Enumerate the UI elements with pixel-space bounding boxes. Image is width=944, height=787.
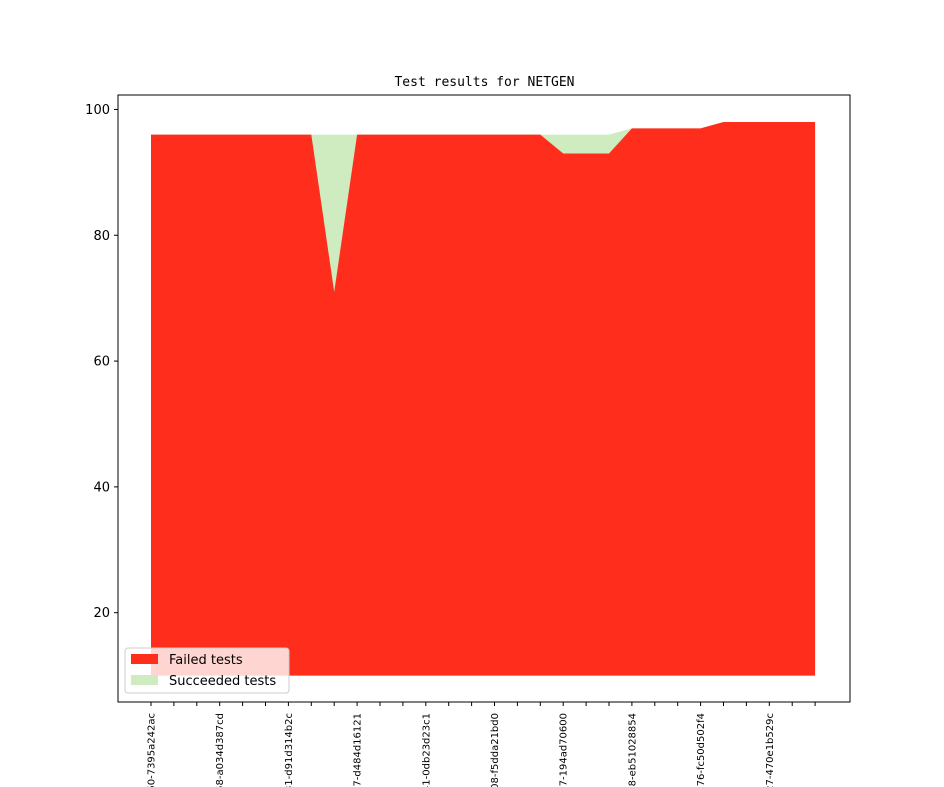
y-axis: 20 40 60 80 100 — [85, 103, 118, 621]
x-tick-label: 50-7395a242ac — [147, 713, 158, 787]
x-tick-label: 58-a034d387cd — [215, 713, 226, 787]
y-tick-label: 60 — [93, 355, 110, 370]
x-tick-label: 08-f5dda21bd0 — [490, 713, 501, 787]
x-tick-label: 27-470e1b529c — [765, 713, 776, 787]
legend-label-succeeded: Succeeded tests — [169, 674, 276, 689]
failed-area-layer — [151, 122, 816, 676]
failed-tests-area — [151, 122, 816, 676]
y-tick-label: 80 — [93, 229, 110, 244]
x-tick-label: 76-fc50d502f4 — [696, 713, 707, 786]
x-tick-label: 41-0db23d23c1 — [421, 713, 432, 787]
x-tick-label: 17-d484d16121 — [353, 713, 364, 787]
y-tick-label: 20 — [93, 606, 110, 621]
legend-swatch-succeeded — [131, 675, 158, 685]
legend-label-failed: Failed tests — [169, 653, 243, 668]
x-tick-label: 81-d91d314b2c — [284, 713, 295, 787]
legend: Failed tests Succeeded tests — [124, 647, 290, 694]
x-tick-label: 47-194ad70600 — [559, 713, 570, 787]
y-tick-label: 40 — [93, 480, 110, 495]
chart-title: Test results for NETGEN — [394, 75, 574, 90]
legend-box — [124, 647, 290, 694]
legend-swatch-failed — [131, 654, 158, 664]
y-tick-label: 100 — [85, 103, 110, 118]
plot-frame — [117, 94, 851, 703]
x-axis: 50-7395a242ac 58-a034d387cd 81-d91d314b2c 1… — [147, 702, 816, 787]
x-tick-label: 38-eb51028854 — [627, 713, 638, 787]
